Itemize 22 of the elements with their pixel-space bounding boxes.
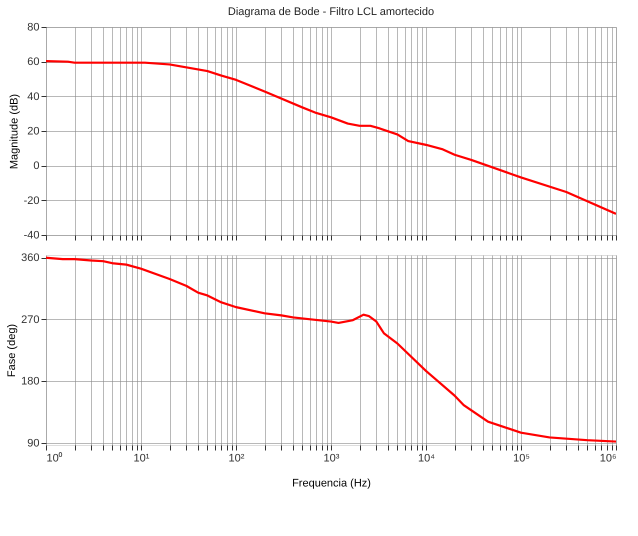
x-tick-label: 10⁴ (418, 452, 436, 464)
y-tick-label: 60 (27, 56, 40, 68)
y-tick-label: -20 (24, 194, 40, 207)
x-tick-label: 10¹ (134, 452, 150, 464)
x-tick-label: 10⁶ (600, 452, 616, 464)
y-axis-title: Fase (deg) (6, 324, 18, 378)
y-tick-label: 360 (21, 252, 40, 264)
y-tick-label: 40 (27, 90, 40, 103)
x-tick-label: 10³ (324, 452, 340, 464)
y-tick-label: 90 (27, 437, 40, 450)
chart-title: Diagrama de Bode - Filtro LCL amortecido (228, 6, 434, 18)
y-tick-label: 0 (33, 160, 40, 172)
y-tick-label: -40 (24, 230, 40, 242)
y-axis-title: Magnitude (dB) (8, 94, 21, 170)
y-tick-label: 80 (27, 22, 40, 34)
x-tick-label: 10⁵ (513, 452, 530, 464)
x-axis-title: Frequencia (Hz) (292, 478, 371, 490)
x-tick-label: 10² (228, 452, 245, 464)
y-tick-label: 180 (21, 376, 40, 388)
y-tick-label: 20 (27, 126, 40, 138)
y-tick-label: 270 (21, 314, 40, 326)
x-tick-label: 10⁰ (46, 452, 63, 464)
